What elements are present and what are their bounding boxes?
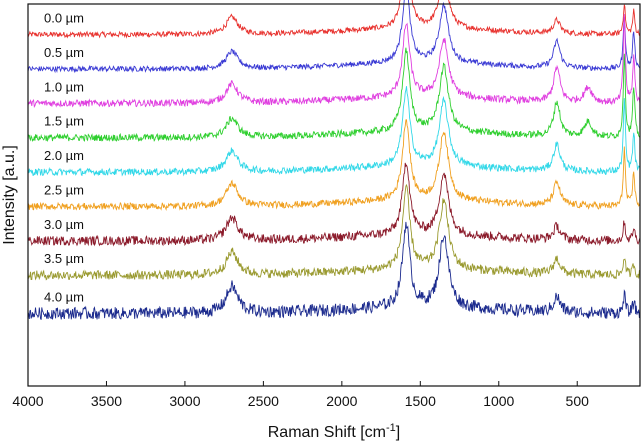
series-label-1: 0.0 µm <box>44 11 84 26</box>
x-axis-title-superscript: -1 <box>386 422 396 434</box>
x-tick-label-4000: 4000 <box>12 393 43 409</box>
x-tick-label-1000: 1000 <box>483 393 514 409</box>
plot-frame <box>27 3 641 387</box>
x-tick-label-500: 500 <box>566 393 590 409</box>
series-label-3: 1.0 µm <box>44 79 84 94</box>
x-axis-title-main: Raman Shift [cm <box>268 424 386 441</box>
spectrum-line-3 <box>27 13 641 108</box>
spectrum-line-1 <box>27 0 641 39</box>
series-label-9: 4.0 µm <box>44 289 84 304</box>
x-axis-title-tail: ] <box>396 424 400 441</box>
spectrum-line-6 <box>27 119 641 212</box>
x-tick-label-2500: 2500 <box>248 393 279 409</box>
spectrum-line-8 <box>27 183 641 281</box>
y-axis-title: Intensity [a.u.] <box>1 145 18 245</box>
spectrum-line-4 <box>27 47 641 143</box>
x-tick-layer: 4000 3500 3000 2500 2000 1500 1000 500 <box>12 381 589 409</box>
series-label-8: 3.5 µm <box>44 251 84 266</box>
x-tick-label-1500: 1500 <box>405 393 436 409</box>
series-label-2: 0.5 µm <box>44 45 84 60</box>
series-label-6: 2.5 µm <box>44 183 84 198</box>
spectrum-line-7 <box>27 162 641 247</box>
x-axis-title: Raman Shift [cm-1] <box>268 422 401 441</box>
x-tick-label-3000: 3000 <box>169 393 200 409</box>
series-label-5: 2.0 µm <box>44 148 84 163</box>
series-label-7: 3.0 µm <box>44 217 84 232</box>
x-tick-label-3500: 3500 <box>91 393 122 409</box>
spectrum-line-5 <box>27 86 641 177</box>
series-label-4: 1.5 µm <box>44 114 84 129</box>
x-tick-label-2000: 2000 <box>326 393 357 409</box>
spectrum-line-9 <box>27 221 641 320</box>
spectrum-line-2 <box>27 0 641 74</box>
series-label-layer: 0.0 µm 0.5 µm 1.0 µm 1.5 µm 2.0 µm 2.5 µm 3.0 … <box>44 11 84 305</box>
series-layer <box>27 0 641 320</box>
